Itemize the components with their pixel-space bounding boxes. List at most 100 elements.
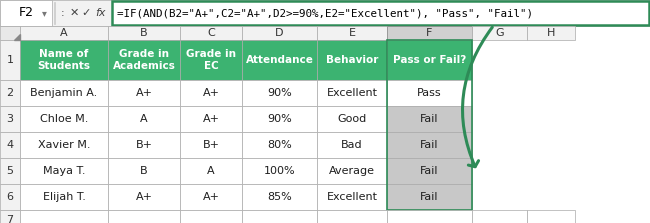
Bar: [0, 26, 20, 40]
Bar: [472, 26, 527, 40]
Bar: [180, 80, 242, 106]
Text: H: H: [547, 28, 555, 38]
Text: Attendance: Attendance: [246, 55, 313, 65]
Text: Fail: Fail: [421, 140, 439, 150]
Bar: [0, 0, 650, 26]
Bar: [387, 26, 472, 40]
Bar: [387, 210, 472, 223]
Bar: [317, 210, 387, 223]
Bar: [387, 184, 472, 210]
Text: Pass or Fail?: Pass or Fail?: [393, 55, 466, 65]
Bar: [20, 158, 108, 184]
Bar: [472, 210, 527, 223]
Text: Good: Good: [337, 114, 367, 124]
Text: A: A: [207, 166, 214, 176]
Text: A: A: [60, 28, 68, 38]
Bar: [180, 132, 242, 158]
Bar: [20, 80, 108, 106]
Text: A+: A+: [135, 88, 153, 98]
Text: A+: A+: [203, 114, 220, 124]
Text: 90%: 90%: [267, 88, 292, 98]
Bar: [317, 132, 387, 158]
Text: fx: fx: [95, 8, 105, 18]
Text: B+: B+: [203, 140, 220, 150]
Bar: [317, 106, 387, 132]
Text: Chloe M.: Chloe M.: [40, 114, 88, 124]
Text: 85%: 85%: [267, 192, 292, 202]
Text: Elijah T.: Elijah T.: [42, 192, 85, 202]
Bar: [180, 26, 242, 40]
Text: 100%: 100%: [264, 166, 295, 176]
Text: F: F: [426, 28, 433, 38]
Bar: [0, 158, 20, 184]
Text: Name of
Students: Name of Students: [38, 49, 90, 71]
Text: Average: Average: [329, 166, 375, 176]
Bar: [180, 184, 242, 210]
Text: 90%: 90%: [267, 114, 292, 124]
Bar: [108, 80, 180, 106]
Bar: [112, 1, 649, 25]
Text: A: A: [140, 114, 148, 124]
Bar: [387, 40, 472, 210]
Bar: [108, 210, 180, 223]
Bar: [242, 80, 317, 106]
Bar: [387, 132, 472, 158]
Bar: [242, 26, 317, 40]
Bar: [108, 40, 180, 80]
Polygon shape: [14, 34, 20, 40]
Bar: [180, 40, 242, 80]
Text: F2: F2: [18, 6, 34, 19]
Bar: [317, 158, 387, 184]
Bar: [108, 184, 180, 210]
Bar: [317, 40, 387, 80]
Text: 3: 3: [6, 114, 14, 124]
Bar: [527, 26, 575, 40]
Bar: [317, 80, 387, 106]
Bar: [0, 40, 20, 80]
Text: D: D: [275, 28, 284, 38]
Bar: [0, 106, 20, 132]
Text: Behavior: Behavior: [326, 55, 378, 65]
Text: Fail: Fail: [421, 192, 439, 202]
Bar: [20, 40, 108, 80]
Text: Excellent: Excellent: [326, 192, 378, 202]
Bar: [242, 40, 317, 80]
Bar: [108, 132, 180, 158]
Text: ▾: ▾: [42, 8, 46, 18]
Text: ✓: ✓: [81, 8, 91, 18]
Text: Pass: Pass: [417, 88, 442, 98]
Text: 6: 6: [6, 192, 14, 202]
Bar: [54, 2, 55, 24]
Text: 80%: 80%: [267, 140, 292, 150]
Bar: [0, 0, 52, 26]
Bar: [20, 132, 108, 158]
Text: B+: B+: [135, 140, 153, 150]
Text: Grade in
EC: Grade in EC: [186, 49, 236, 71]
Text: 1: 1: [6, 55, 14, 65]
Bar: [0, 80, 20, 106]
Bar: [180, 106, 242, 132]
Bar: [0, 184, 20, 210]
Bar: [108, 158, 180, 184]
Text: A+: A+: [203, 192, 220, 202]
Text: ✕: ✕: [70, 8, 79, 18]
Bar: [387, 158, 472, 184]
Text: C: C: [207, 28, 215, 38]
Text: Fail: Fail: [421, 166, 439, 176]
Bar: [0, 132, 20, 158]
Bar: [317, 26, 387, 40]
Bar: [387, 80, 472, 106]
Text: Fail: Fail: [421, 114, 439, 124]
Text: Xavier M.: Xavier M.: [38, 140, 90, 150]
Bar: [0, 210, 20, 223]
Text: =IF(AND(B2="A+",C2="A+",D2>=90%,E2="Excellent"), "Pass", "Fail"): =IF(AND(B2="A+",C2="A+",D2>=90%,E2="Exce…: [117, 8, 533, 18]
Bar: [242, 158, 317, 184]
Bar: [527, 210, 575, 223]
Text: B: B: [140, 166, 148, 176]
Text: B: B: [140, 28, 148, 38]
Text: 7: 7: [6, 215, 14, 223]
Text: 5: 5: [6, 166, 14, 176]
Text: G: G: [495, 28, 504, 38]
Text: Excellent: Excellent: [326, 88, 378, 98]
Text: :: :: [61, 8, 65, 18]
